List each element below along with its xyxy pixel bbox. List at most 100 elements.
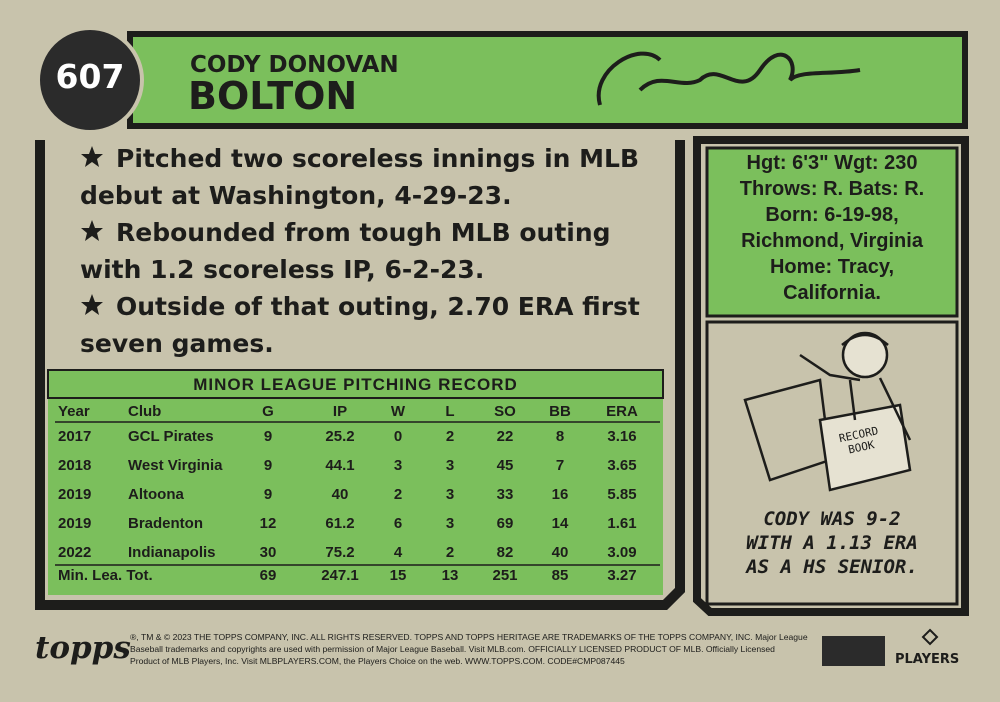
legal-line: ®, TM & © 2023 THE TOPPS COMPANY, INC. A… <box>130 632 808 642</box>
star <box>81 294 103 315</box>
table-cell: 3.09 <box>607 544 637 561</box>
bio-line: California. <box>783 282 881 304</box>
highlight: Outside of that outing, 2.70 ERA first s… <box>80 288 640 362</box>
table-cell: 44.1 <box>325 457 355 474</box>
table-cell: G <box>262 403 274 420</box>
cartoon <box>743 331 912 492</box>
players-label: PLAYERS <box>895 652 960 667</box>
highlight: Pitched two scoreless innings in MLB deb… <box>80 140 640 214</box>
table-cell: 82 <box>496 544 514 561</box>
table-cell: 22 <box>496 428 514 445</box>
table-cell: 45 <box>496 457 514 474</box>
bio-panel <box>705 146 959 318</box>
table-cell: 2 <box>445 428 455 445</box>
table-cell: 8 <box>555 428 565 445</box>
text-box-border <box>35 140 685 610</box>
legal-text: ®, TM & © 2023 THE TOPPS COMPANY, INC. A… <box>130 631 808 667</box>
table-cell: W <box>390 403 406 420</box>
table-cell: 3 <box>445 457 455 474</box>
table-cell: 69 <box>259 567 277 584</box>
table-cell: 3.27 <box>607 567 637 584</box>
bio: Hgt: 6'3" Wgt: 230 Throws: R. Bats: R. Bor… <box>707 150 957 306</box>
caption-line: WITH A 1.13 ERA <box>746 532 918 554</box>
table-cell: Indianapolis <box>128 544 216 561</box>
bio-line: Born: 6-19-98, <box>765 204 899 226</box>
highlights: Pitched two scoreless innings in MLB deb… <box>80 140 640 362</box>
table-title: MINOR LEAGUE PITCHING RECORD <box>193 375 518 394</box>
table-panel <box>48 370 663 595</box>
table-cell: 3 <box>445 515 455 532</box>
table-cell: 3 <box>393 457 403 474</box>
highlight-text: Rebounded from tough MLB outing with 1.2… <box>80 218 611 284</box>
table-cell: 2017 <box>58 428 92 445</box>
table-cell: 251 <box>492 567 518 584</box>
table-cell: Year <box>58 403 90 420</box>
table-cell: 85 <box>551 567 569 584</box>
table-cell: 25.2 <box>325 428 355 445</box>
table-cell: 61.2 <box>325 515 355 532</box>
table-cell: L <box>445 403 455 420</box>
bio-line: Hgt: 6'3" Wgt: 230 <box>746 152 918 174</box>
table-cell: 69 <box>496 515 514 532</box>
table-cell: 12 <box>259 515 277 532</box>
bio-line: Home: Tracy, <box>769 256 895 278</box>
table-cell: 30 <box>259 544 277 561</box>
table-cell: 2 <box>445 544 455 561</box>
table-cell: 16 <box>551 486 569 503</box>
table-cell: BB <box>549 403 571 420</box>
table-title-bar <box>47 369 664 399</box>
mlb-logo <box>822 636 885 666</box>
star <box>81 220 103 241</box>
table-cell: 2022 <box>58 544 92 561</box>
table-cell: 9 <box>263 457 273 474</box>
table-cell: 75.2 <box>325 544 355 561</box>
table-cell: West Virginia <box>128 457 223 474</box>
last-name: BOLTON <box>188 74 358 118</box>
table-cell: 15 <box>389 567 407 584</box>
brand: topps <box>35 630 131 666</box>
table-cell: 40 <box>331 486 349 503</box>
table-cell: 7 <box>555 457 565 474</box>
table-cell: 0 <box>393 428 403 445</box>
cartoon-caption: CODY WAS 9-2 WITH A 1.13 ERA AS A HS SENIO… <box>707 507 957 579</box>
table-cell: 40 <box>551 544 569 561</box>
table-cell: 2 <box>393 486 403 503</box>
bio-line: Throws: R. Bats: R. <box>739 178 925 200</box>
table-cell: 33 <box>496 486 514 503</box>
table-cell: 3.16 <box>607 428 637 445</box>
players-logo <box>921 628 939 646</box>
bio-line: Richmond, Virginia <box>741 230 923 252</box>
table-cell: Altoona <box>128 486 184 503</box>
number-circle <box>36 26 144 134</box>
highlight-text: Outside of that outing, 2.70 ERA first s… <box>80 292 640 358</box>
table-cell: 3.65 <box>607 457 637 474</box>
table-cell: 9 <box>263 428 273 445</box>
table-cell: 247.1 <box>321 567 359 584</box>
caption-line: CODY WAS 9-2 <box>763 508 901 530</box>
first-name: CODY DONOVAN <box>190 52 399 78</box>
legal-line: Product of MLB Players, Inc. Visit MLBPL… <box>130 656 625 666</box>
table-cell: 3 <box>445 486 455 503</box>
table-cell: Club <box>128 403 162 420</box>
table-cell: 5.85 <box>607 486 637 503</box>
table-cell: 14 <box>551 515 569 532</box>
table-cell: Min. Lea. Tot. <box>58 567 153 584</box>
highlight: Rebounded from tough MLB outing with 1.2… <box>80 214 640 288</box>
highlight-text: Pitched two scoreless innings in MLB deb… <box>80 144 640 210</box>
caption-line: AS A HS SENIOR. <box>746 556 918 578</box>
legal-line: Baseball trademarks and copyrights are u… <box>130 644 775 654</box>
table-cell: 4 <box>393 544 403 561</box>
table-cell: 2019 <box>58 486 92 503</box>
table-cell: GCL Pirates <box>128 428 214 445</box>
table-cell: 6 <box>393 515 403 532</box>
card-number: 607 <box>55 57 125 96</box>
table-cell: 2018 <box>58 457 92 474</box>
table-cell: SO <box>494 403 516 420</box>
table-cell: 13 <box>441 567 459 584</box>
table-cell: IP <box>332 403 348 420</box>
table-cell: 9 <box>263 486 273 503</box>
table-cell: ERA <box>606 403 638 420</box>
table-cell: 2019 <box>58 515 92 532</box>
